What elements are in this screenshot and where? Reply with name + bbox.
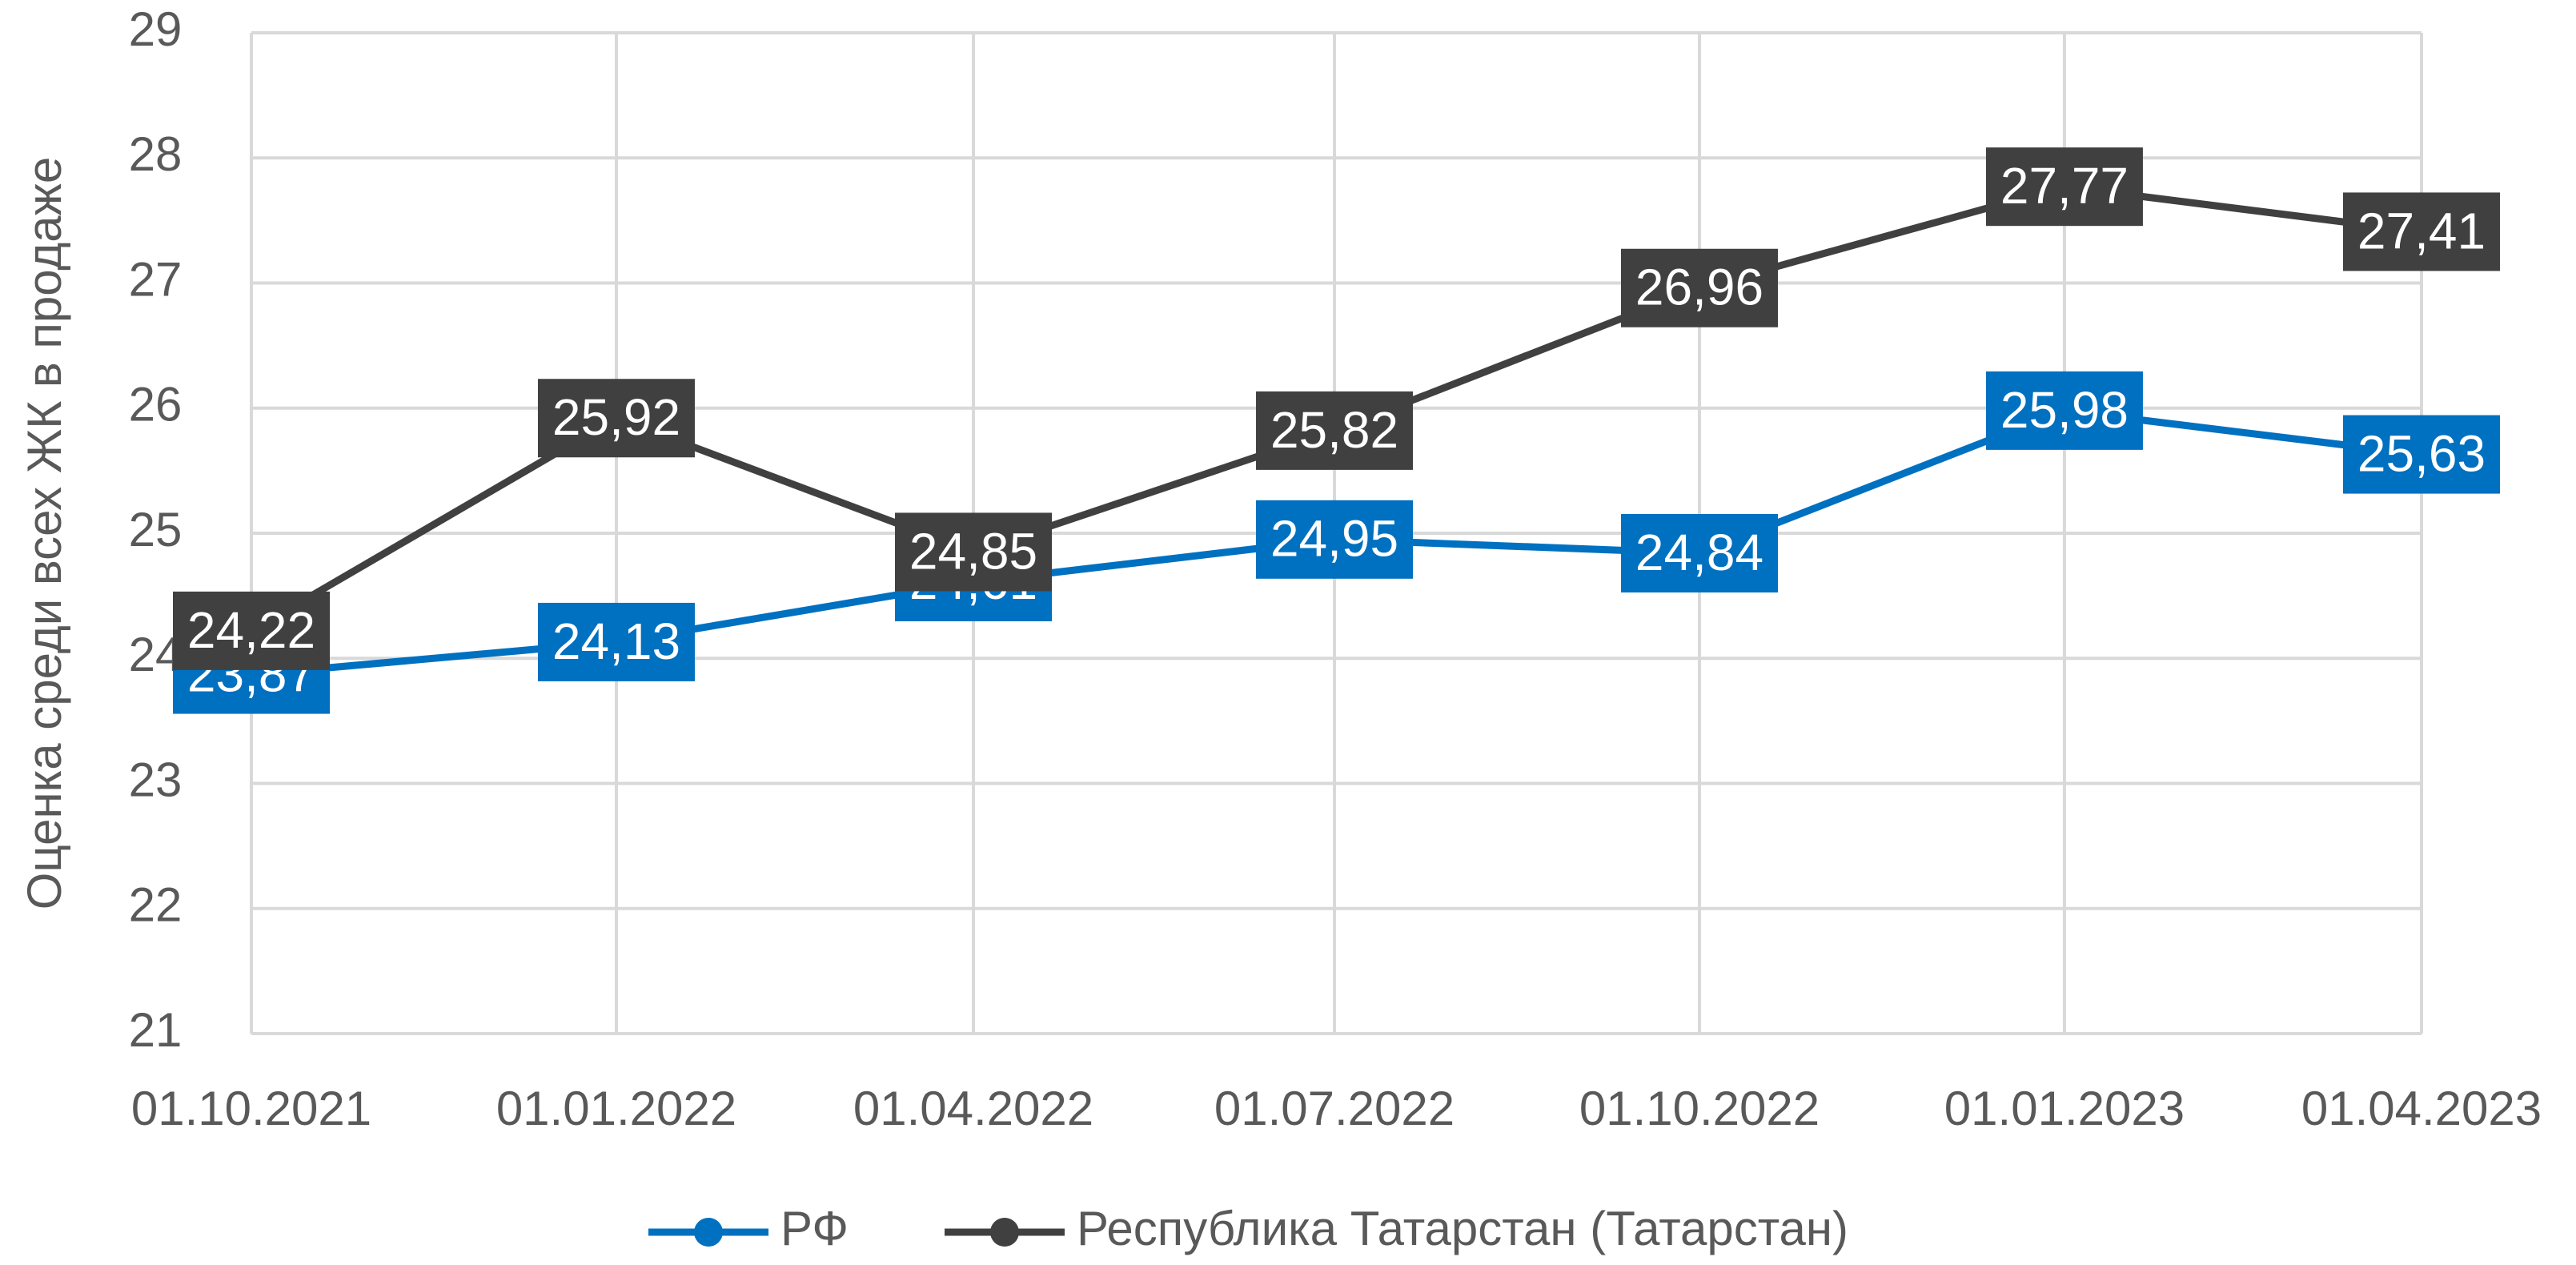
data-label-box [2343, 415, 2500, 494]
data-label: 27,41 [2357, 202, 2486, 259]
legend-marker [989, 1218, 1019, 1247]
x-tick-label: 01.04.2023 [2301, 1082, 2542, 1135]
y-tick-label: 21 [129, 1003, 183, 1057]
data-label-box [895, 512, 1053, 592]
y-axis-label: Оценка среди всех ЖК в продаже [18, 157, 71, 910]
data-label: 24,13 [552, 612, 680, 670]
x-tick-label: 01.07.2022 [1214, 1082, 1455, 1135]
data-label: 24,95 [1270, 510, 1398, 568]
data-label: 24,84 [1635, 524, 1763, 581]
data-label-box [1256, 500, 1414, 579]
data-label-box [1256, 391, 1414, 470]
y-tick-label: 22 [129, 878, 183, 932]
data-label-box [1620, 248, 1778, 327]
x-tick-label: 01.04.2022 [853, 1082, 1093, 1135]
x-tick-label: 01.01.2023 [1944, 1082, 2185, 1135]
data-label-box [1985, 147, 2143, 227]
y-tick-label: 29 [129, 2, 183, 56]
data-label: 24,85 [909, 522, 1037, 580]
legend-marker [694, 1218, 723, 1247]
data-label: 25,98 [2000, 381, 2129, 439]
data-label: 25,63 [2357, 424, 2486, 482]
x-tick-label: 01.01.2022 [496, 1082, 736, 1135]
x-tick-label: 01.10.2022 [1579, 1082, 1820, 1135]
data-label-box [2343, 192, 2500, 271]
data-label-box [173, 591, 330, 670]
data-label: 27,77 [2000, 157, 2129, 215]
data-label: 26,96 [1635, 259, 1763, 316]
data-label-box [1985, 371, 2143, 450]
y-tick-label: 23 [129, 753, 183, 806]
legend-label: Республика Татарстан (Татарстан) [1077, 1202, 1848, 1255]
y-tick-label: 26 [129, 378, 183, 432]
data-label: 25,82 [1270, 401, 1398, 459]
data-label-box [1620, 514, 1778, 592]
data-label-box [537, 379, 695, 458]
data-label: 24,22 [187, 601, 315, 659]
data-label-box [537, 602, 695, 681]
y-tick-label: 28 [129, 127, 183, 181]
legend-label: РФ [780, 1202, 849, 1255]
x-tick-label: 01.10.2021 [131, 1082, 371, 1135]
y-tick-label: 27 [129, 252, 183, 306]
y-tick-label: 25 [129, 503, 183, 556]
data-label: 25,92 [552, 388, 680, 446]
